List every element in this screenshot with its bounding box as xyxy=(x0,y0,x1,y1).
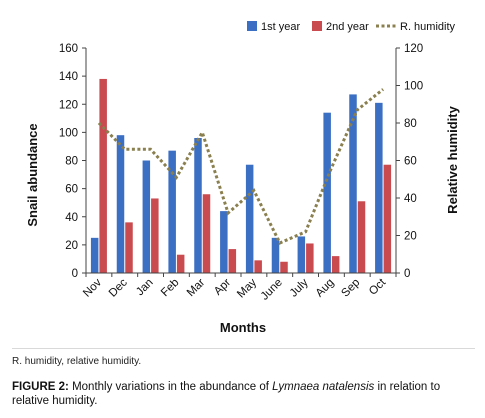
left-tick-label: 120 xyxy=(59,99,78,111)
bar-second-year xyxy=(202,194,211,273)
bar-first-year xyxy=(194,138,202,273)
bar-second-year xyxy=(383,164,392,273)
caption-text-after: in relation to relative humidity. xyxy=(12,381,441,407)
bar-second-year xyxy=(331,256,340,273)
bar-first-year xyxy=(168,150,176,273)
legend-swatch xyxy=(312,21,322,31)
x-tick-label: June xyxy=(259,277,285,303)
right-tick-label: 80 xyxy=(404,118,417,130)
left-axis: 0 20 40 60 80 100 120 140 160 xyxy=(59,43,87,280)
right-axis: 0 20 40 60 80 100 120 xyxy=(395,43,423,280)
left-tick-label: 80 xyxy=(65,156,78,168)
bar-first-year xyxy=(220,211,228,273)
humidity-line xyxy=(97,88,385,245)
bar-first-year xyxy=(90,237,99,273)
bar-second-year xyxy=(125,222,133,273)
legend: 1st year 2nd year R. humidity xyxy=(247,21,456,33)
bar-second-year xyxy=(306,243,314,273)
x-tick-label: Sep xyxy=(339,277,362,300)
y-axis-label: Snail abundance xyxy=(25,123,40,226)
bar-second-year xyxy=(357,201,366,273)
humidity-series-line xyxy=(97,88,385,245)
left-tick-label: 160 xyxy=(59,43,78,55)
bar-first-year xyxy=(375,102,383,273)
chart: 0 20 40 60 80 100 120 140 160 0 20 40 60 80 100 120 No… xyxy=(25,21,460,335)
left-tick-label: 60 xyxy=(65,184,78,196)
bar-second-year xyxy=(228,249,237,273)
bar-first-year xyxy=(323,112,331,273)
left-tick-label: 20 xyxy=(65,240,78,252)
legend-swatch xyxy=(247,21,257,31)
right-tick-label: 120 xyxy=(404,43,423,55)
x-tick-label: Jan xyxy=(134,277,156,299)
bar-first-year xyxy=(245,164,254,273)
x-tick-label: Feb xyxy=(159,277,182,300)
x-tick-label: Apr xyxy=(212,277,233,298)
divider xyxy=(12,348,475,349)
bar-second-year xyxy=(254,260,262,273)
y2-axis-label: Relative humidity xyxy=(445,105,460,213)
x-tick-label: Dec xyxy=(107,276,130,299)
bar-first-year xyxy=(349,94,357,273)
bar-second-year xyxy=(151,198,159,273)
x-tick-label: Nov xyxy=(81,276,104,299)
x-tick-label: Mar xyxy=(185,277,208,300)
footnote: R. humidity, relative humidity. xyxy=(12,356,142,367)
left-tick-label: 40 xyxy=(65,212,78,224)
x-tick-label: Aug xyxy=(314,277,337,300)
bar-second-year xyxy=(99,78,107,273)
left-tick-label: 0 xyxy=(72,268,78,280)
figure-caption: FIGURE 2: Monthly variations in the abun… xyxy=(12,380,477,408)
legend-label: R. humidity xyxy=(400,21,456,33)
bar-first-year xyxy=(142,160,151,273)
caption-species: Lymnaea natalensis xyxy=(272,381,375,393)
caption-text-before: Monthly variations in the abundance of xyxy=(68,381,273,393)
bar-first-year xyxy=(116,135,125,273)
x-tick-label: Oct xyxy=(367,276,389,298)
right-tick-label: 100 xyxy=(404,81,423,93)
x-tick-label: May xyxy=(235,276,259,300)
bar-first-year xyxy=(297,236,306,273)
legend-label: 1st year xyxy=(261,21,300,33)
right-tick-label: 20 xyxy=(404,231,417,243)
left-tick-label: 140 xyxy=(59,71,78,83)
bar-first-year xyxy=(271,237,280,273)
x-tick-label: July xyxy=(288,276,311,299)
left-tick-label: 100 xyxy=(59,127,78,139)
bars xyxy=(86,78,396,274)
bar-second-year xyxy=(280,261,288,273)
x-axis-label: Months xyxy=(220,320,266,335)
bar-second-year xyxy=(176,254,185,273)
figure-label: FIGURE 2: xyxy=(12,381,69,393)
right-tick-label: 40 xyxy=(404,193,417,205)
right-tick-label: 0 xyxy=(404,268,410,280)
x-axis: Nov Dec Jan Feb Mar Apr May June July Aug Sep Oct xyxy=(81,273,397,303)
legend-label: 2nd year xyxy=(326,21,369,33)
right-tick-label: 60 xyxy=(404,156,417,168)
